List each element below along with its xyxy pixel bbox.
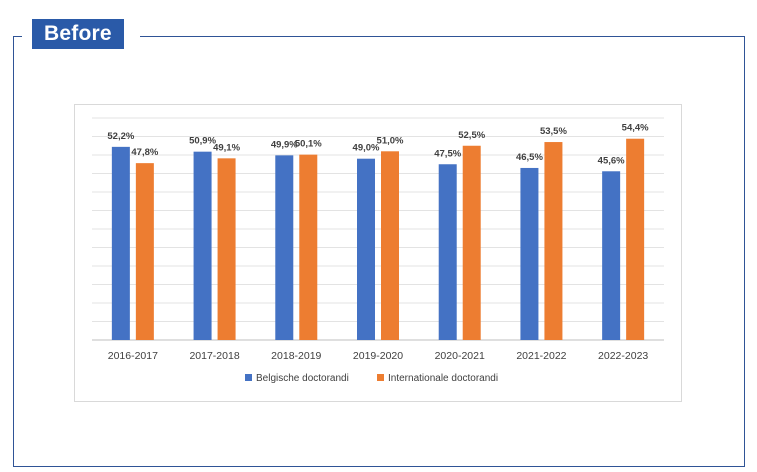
data-label: 47,8% xyxy=(131,147,158,158)
x-tick-label: 2017-2018 xyxy=(189,350,239,362)
bar-internationale-2021-2022 xyxy=(544,142,563,340)
bar-internationale-2017-2018 xyxy=(217,158,236,340)
x-tick-label: 2018-2019 xyxy=(271,350,321,362)
x-tick-label: 2019-2020 xyxy=(353,350,403,362)
bar-belgische-2018-2019 xyxy=(275,155,294,340)
bar-belgische-2017-2018 xyxy=(193,151,212,340)
data-label: 49,9% xyxy=(271,139,298,150)
outer-frame xyxy=(13,36,745,467)
bar-belgische-2019-2020 xyxy=(357,158,375,340)
x-tick-label: 2021-2022 xyxy=(516,350,566,362)
data-label: 49,1% xyxy=(213,142,240,153)
x-tick-labels: 2016-2017 2017-2018 2018-2019 2019-2020 2020… xyxy=(108,350,649,362)
data-label: 52,2% xyxy=(107,131,134,142)
data-label: 52,5% xyxy=(458,130,485,141)
legend-label-internationale: Internationale doctorandi xyxy=(388,373,498,384)
data-label: 49,0% xyxy=(353,143,380,154)
bars xyxy=(111,138,645,340)
data-label: 45,6% xyxy=(598,155,625,166)
x-tick-label: 2016-2017 xyxy=(108,350,158,362)
bar-internationale-2019-2020 xyxy=(381,151,399,340)
legend-swatch-belgische xyxy=(245,374,252,381)
chart-container xyxy=(74,104,682,402)
bar-belgische-2020-2021 xyxy=(438,164,457,340)
x-tick-label: 2022-2023 xyxy=(598,350,648,362)
data-label: 53,5% xyxy=(540,126,567,137)
bar-belgische-2021-2022 xyxy=(520,167,539,340)
bar-belgische-2016-2017 xyxy=(111,146,130,340)
legend-label-belgische: Belgische doctorandi xyxy=(256,373,349,384)
x-tick-label: 2020-2021 xyxy=(435,350,485,362)
data-label: 47,5% xyxy=(434,148,461,159)
bar-internationale-2020-2021 xyxy=(462,145,481,340)
data-label: 50,9% xyxy=(189,136,216,147)
data-label: 51,0% xyxy=(377,135,404,146)
legend-swatch-internationale xyxy=(377,374,384,381)
data-label: 46,5% xyxy=(516,152,543,163)
before-badge: Before xyxy=(32,19,124,49)
legend: Belgische doctorandi Internationale docto… xyxy=(245,373,498,384)
data-label: 50,1% xyxy=(295,139,322,150)
data-labels: 52,2% 47,8% 50,9%49,1% 49,9%50,1% 49,0%51,0%… xyxy=(107,123,649,167)
bar-internationale-2018-2019 xyxy=(299,154,318,340)
bar-internationale-2016-2017 xyxy=(135,163,154,340)
bar-belgische-2022-2023 xyxy=(602,171,621,340)
gridlines xyxy=(92,117,664,341)
bar-internationale-2022-2023 xyxy=(626,138,645,340)
data-label: 54,4% xyxy=(622,123,649,134)
